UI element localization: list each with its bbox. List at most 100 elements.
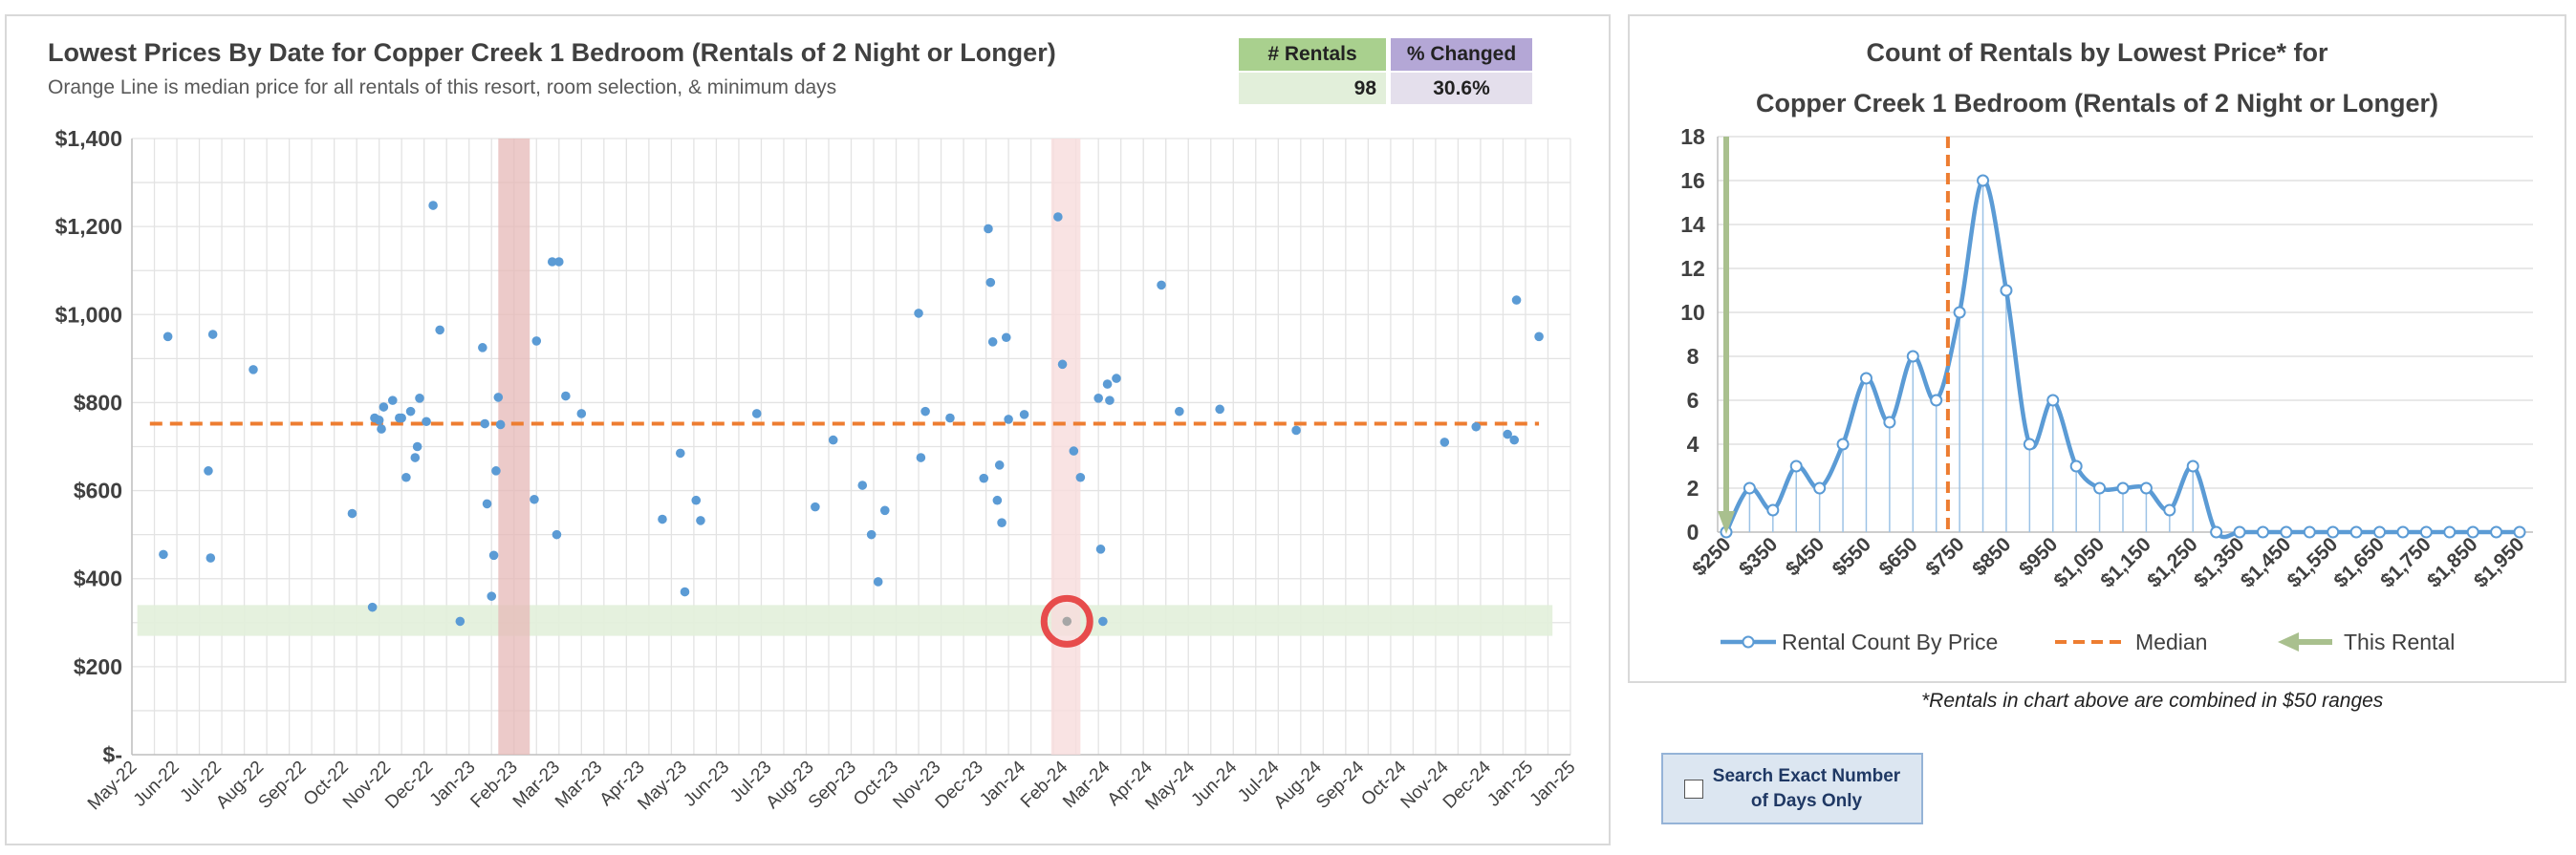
histogram-chart-panel (1628, 14, 2566, 683)
scatter-x-tick-label: Jan-25 (1526, 758, 1580, 811)
price-point (455, 616, 465, 627)
scatter-y-tick-label: $1,200 (55, 214, 122, 239)
rental-count-marker (1859, 372, 1872, 385)
legend-this-rental-label: This Rental (2344, 630, 2455, 654)
histogram-x-tick-label: $650 (1875, 533, 1922, 580)
price-point (1053, 212, 1063, 222)
rental-count-marker (1789, 460, 1803, 473)
scatter-x-tick-label: Jun-22 (130, 758, 184, 811)
histogram-y-tick-label: 2 (1687, 476, 1699, 501)
rental-count-marker (2466, 525, 2479, 539)
price-point (162, 331, 173, 342)
scatter-y-tick-label: $200 (74, 654, 122, 679)
scatter-x-tick-label: Mar-23 (552, 758, 606, 812)
scatter-x-tick-label: Dec-23 (932, 758, 987, 813)
scatter-y-tick-label: $800 (74, 390, 122, 415)
histogram-x-tick-label: $1,950 (2470, 533, 2529, 592)
legend-median-label: Median (2135, 630, 2207, 654)
histogram-x-tick-label: $450 (1782, 533, 1829, 580)
price-point (691, 495, 702, 505)
price-point (1440, 438, 1450, 447)
rental-count-marker (1883, 416, 1896, 429)
price-point (379, 402, 389, 412)
rental-count-marker (2233, 525, 2246, 539)
histogram-y-tick-label: 12 (1680, 256, 1705, 281)
histogram-x-tick-label: $1,150 (2096, 533, 2155, 592)
price-point (428, 201, 438, 210)
price-point (866, 529, 877, 540)
histogram-x-tick-label: $1,250 (2143, 533, 2202, 592)
price-point (984, 224, 993, 234)
rental-count-marker (2256, 525, 2269, 539)
rental-count-marker (2303, 525, 2316, 539)
histogram-y-tick-label: 4 (1687, 432, 1699, 457)
price-point (1157, 280, 1166, 290)
price-point (249, 365, 258, 374)
scatter-y-tick-label: $400 (74, 566, 122, 591)
histogram-y-tick-label: 18 (1680, 124, 1705, 149)
exact-days-label: Search Exact Number of Days Only (1712, 765, 1901, 811)
price-point (412, 441, 422, 452)
exact-days-control[interactable]: Search Exact Number of Days Only (1661, 753, 1923, 824)
histogram-x-tick-label: $850 (1968, 533, 2015, 580)
legend-series-label: Rental Count By Price (1782, 630, 1998, 654)
rental-count-marker (2396, 525, 2410, 539)
price-point (491, 466, 501, 476)
price-point (920, 406, 930, 417)
legend-series-marker (1742, 635, 1755, 649)
exact-days-checkbox[interactable] (1684, 779, 1703, 799)
price-point (374, 416, 384, 425)
price-point (401, 472, 411, 482)
rental-count-marker (1930, 394, 1943, 407)
price-point (1019, 410, 1029, 419)
rentals-count-header: # Rentals (1239, 38, 1386, 71)
price-point (992, 495, 1003, 505)
histogram-y-tick-label: 16 (1680, 168, 1705, 193)
price-point (811, 502, 820, 512)
price-point (422, 417, 431, 427)
date-highlight-band (498, 139, 530, 755)
price-point (1503, 429, 1512, 439)
histogram-y-tick-label: 8 (1687, 344, 1699, 369)
price-point (377, 424, 386, 434)
price-point (857, 481, 868, 490)
price-point (387, 395, 398, 405)
price-point (552, 529, 562, 540)
price-point (1075, 472, 1086, 482)
scatter-y-tick-label: $600 (74, 479, 122, 503)
price-point (997, 518, 1007, 528)
price-point (1509, 435, 1520, 445)
scatter-y-tick-label: $1,400 (55, 126, 122, 151)
histogram-x-tick-label: $1,850 (2423, 533, 2482, 592)
price-point (1069, 446, 1079, 456)
price-point (873, 577, 883, 587)
this-rental-arrow-head (1718, 511, 1735, 534)
rental-count-marker (1813, 481, 1827, 495)
rental-count-marker (2186, 460, 2199, 473)
rental-count-marker (1766, 503, 1780, 517)
price-point (478, 343, 487, 353)
histogram-x-tick-label: $1,350 (2190, 533, 2249, 592)
price-point (680, 587, 690, 597)
price-point (1098, 616, 1108, 627)
rental-count-marker (2023, 438, 2036, 451)
scatter-x-tick-label: Mar-23 (509, 758, 564, 812)
price-point (916, 453, 926, 462)
histogram-y-tick-label: 14 (1680, 212, 1705, 237)
scatter-x-tick-label: Jan-25 (1483, 758, 1537, 811)
rental-count-marker (2349, 525, 2363, 539)
price-point (985, 277, 996, 288)
rental-count-marker (2327, 525, 2340, 539)
price-point (480, 418, 489, 429)
scatter-x-tick-label: Feb-24 (1017, 757, 1072, 812)
price-point (531, 336, 542, 346)
rental-count-marker (2000, 284, 2013, 297)
scatter-x-tick-label: Dec-22 (381, 758, 437, 813)
histogram-x-tick-label: $750 (1921, 533, 1968, 580)
rental-count-marker (1977, 174, 1990, 187)
price-point (482, 499, 492, 509)
this-rental-ring (1040, 594, 1093, 648)
rental-count-marker (2490, 525, 2503, 539)
rental-count-marker (2139, 481, 2153, 495)
